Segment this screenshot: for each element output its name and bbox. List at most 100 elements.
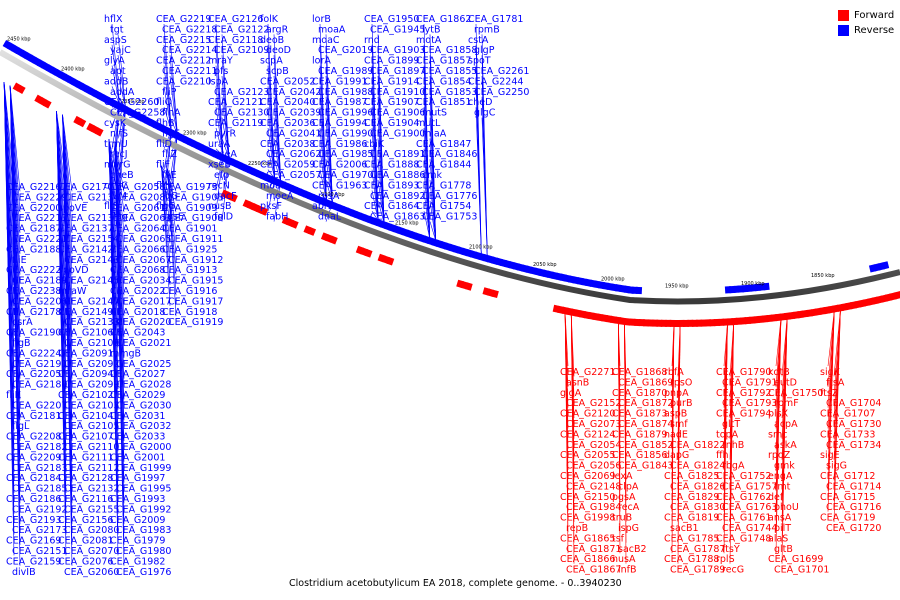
gene-label: CEA_G2055 (560, 450, 615, 461)
gene-label: CEA_G2054 (566, 440, 621, 451)
gene-label: moaA (318, 24, 346, 35)
label-leader-line (215, 65, 224, 156)
label-leader-line (9, 85, 21, 566)
gene-label: smc (768, 429, 787, 440)
gene-label: fliP (162, 87, 177, 98)
gene-label: CEA_G1864 (364, 201, 419, 212)
gene-label: CEA_G2040 (260, 97, 315, 108)
gene-label: CEA_G2159 (6, 556, 61, 567)
gene-label: CEA_G2258 (110, 108, 165, 119)
scale-tick-label: 2100 kbp (469, 245, 493, 251)
gene-label: CEA_G2216 (6, 182, 61, 193)
forward-gene-block (364, 249, 373, 258)
gene-label: fliE (12, 255, 27, 266)
label-leader-line (377, 200, 385, 223)
gene-label: recN (208, 180, 230, 191)
gene-label: CEA_G2173 (12, 525, 67, 536)
label-leader-line (167, 168, 177, 234)
gene-label: dapG (664, 450, 689, 461)
gene-label: CEA_G2155 (64, 504, 119, 515)
gene-label: CEA_G2000 (116, 442, 171, 453)
legend: Forward Reverse (838, 8, 894, 38)
gene-label: CEA_G2187 (6, 224, 61, 235)
gene-label: CEA_G1910 (370, 87, 425, 98)
gene-label: CEA_G2056 (566, 461, 621, 472)
gene-label: CEA_G1715 (820, 492, 875, 503)
gene-label: CEA_G2132 (64, 484, 119, 495)
gene-label: CEA_G1984 (566, 502, 621, 513)
map-caption: Clostridium acetobutylicum EA 2018, comp… (289, 578, 622, 589)
gene-label: CEA_G2210 (156, 76, 211, 87)
label-leader-line (163, 130, 172, 170)
gene-label: CEA_G2104 (58, 411, 113, 422)
gene-label: CEA_G1857 (416, 56, 471, 67)
forward-gene-block (464, 282, 473, 291)
gene-label: CEA_G1720 (826, 523, 881, 534)
forward-gene-block (307, 227, 317, 236)
gene-label: fliZ (162, 149, 178, 160)
gene-label: CEA_G2031 (110, 411, 165, 422)
forward-gene-block (329, 235, 338, 245)
gene-label: CEA_G2069 (560, 471, 615, 482)
gene-label: CEA_G2189 (12, 276, 67, 287)
gene-label: CEA_G2027 (110, 369, 165, 380)
gene-label: CEA_G2128 (58, 473, 113, 484)
gene-label: moaC (312, 35, 340, 46)
gene-label: pyrR (214, 128, 237, 139)
label-leader-line (167, 168, 177, 317)
gene-label: CEA_G1844 (416, 160, 471, 171)
label-leader-line (423, 169, 431, 239)
gene-label: CEA_G2250 (474, 87, 529, 98)
gene-label: pfs (214, 66, 228, 77)
gene-label: repB (566, 523, 588, 534)
gene-label: aspB (664, 409, 687, 420)
gene-label: hflX (104, 14, 123, 25)
gene-label: CEA_G2028 (116, 380, 171, 391)
gene-label: CEA_G1781 (468, 14, 523, 25)
gene-label: CEA_G2222 (6, 265, 61, 276)
gene-label: CEA_G1991 (312, 76, 367, 87)
gene-label: CEA_G2209 (6, 452, 61, 463)
gene-label: CEA_G2261 (474, 66, 529, 77)
forward-gene-block (229, 193, 238, 203)
gene-label: CEA_G1994 (312, 118, 367, 129)
gene-label: CEA_G1970 (318, 170, 373, 181)
label-leader-line (111, 23, 120, 105)
gene-label: plsX (768, 409, 789, 420)
label-leader-line (377, 159, 385, 223)
gene-label: CEA_G2006 (312, 160, 367, 171)
gene-label: CEA_G1879 (612, 429, 667, 440)
label-leader-line (117, 75, 126, 108)
label-leader-line (570, 314, 575, 564)
label-leader-line (273, 181, 282, 222)
gene-label: CEA_G2152 (566, 398, 621, 409)
gene-label: flgL (12, 421, 30, 432)
gene-label: CEA_G2207 (12, 400, 67, 411)
label-leader-line (671, 325, 675, 554)
forward-gene-block (386, 256, 395, 266)
forward-strand-track (12, 82, 900, 327)
gene-label: CEA_G1826 (670, 481, 725, 492)
gene-label: CEA_G2193 (6, 515, 61, 526)
gene-label: CEA_G1763 (722, 502, 777, 513)
gene-label: CEA_G2120 (560, 409, 615, 420)
gene-label: CEA_G2064 (110, 224, 165, 235)
gene-label: CEA_G2043 (110, 328, 165, 339)
gene-label: trmU (104, 139, 128, 150)
gene-label: argR (266, 24, 289, 35)
label-leader-line (429, 179, 437, 241)
label-leader-line (169, 55, 178, 134)
gene-label: CEA_G1776 (422, 191, 477, 202)
gene-label: fliM (110, 191, 127, 202)
gene-label: CEA_G1822 (670, 440, 725, 451)
gene-label: CEA_G2018 (110, 307, 165, 318)
gene-label: CEA_G2105 (64, 421, 119, 432)
gene-label: nadE (664, 429, 688, 440)
scale-tick-label: 2250 kbp (248, 161, 272, 167)
scale-tick-label: 2300 kbp (183, 130, 207, 136)
gene-label: CEA_G2154 (64, 234, 119, 245)
label-leader-line (319, 169, 327, 201)
label-leader-line (377, 179, 385, 223)
label-leader-line (169, 34, 178, 134)
forward-gene-block (77, 118, 87, 128)
